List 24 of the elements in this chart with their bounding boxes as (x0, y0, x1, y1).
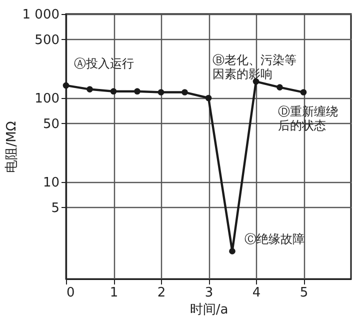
point (110, 88, 117, 94)
y-tick-label: 100 (34, 91, 60, 106)
y-tick-label: 5 (51, 200, 60, 216)
point (86, 86, 93, 92)
x-tick-label: 3 (204, 286, 214, 300)
point (229, 248, 236, 254)
point (205, 94, 212, 102)
x-tick-label: 2 (157, 286, 166, 300)
point (158, 89, 164, 96)
x-tick-label: 1 (110, 286, 118, 300)
y-tick-label: 500 (34, 32, 60, 48)
y-axis-title: 电阻/MΩ (4, 121, 20, 173)
point (134, 88, 140, 94)
x-tick-label: 4 (252, 286, 261, 300)
x-tick-label: 5 (300, 286, 308, 300)
point (182, 89, 188, 96)
y-tick-label: 1 000 (22, 8, 60, 22)
point (300, 89, 307, 96)
point (62, 82, 70, 89)
x-axis-title: 时间/a (190, 302, 228, 318)
y-tick-label: 10 (42, 175, 60, 190)
point (276, 84, 283, 90)
y-tick-label: 50 (42, 116, 60, 132)
x-tick-label: 0 (66, 286, 75, 300)
